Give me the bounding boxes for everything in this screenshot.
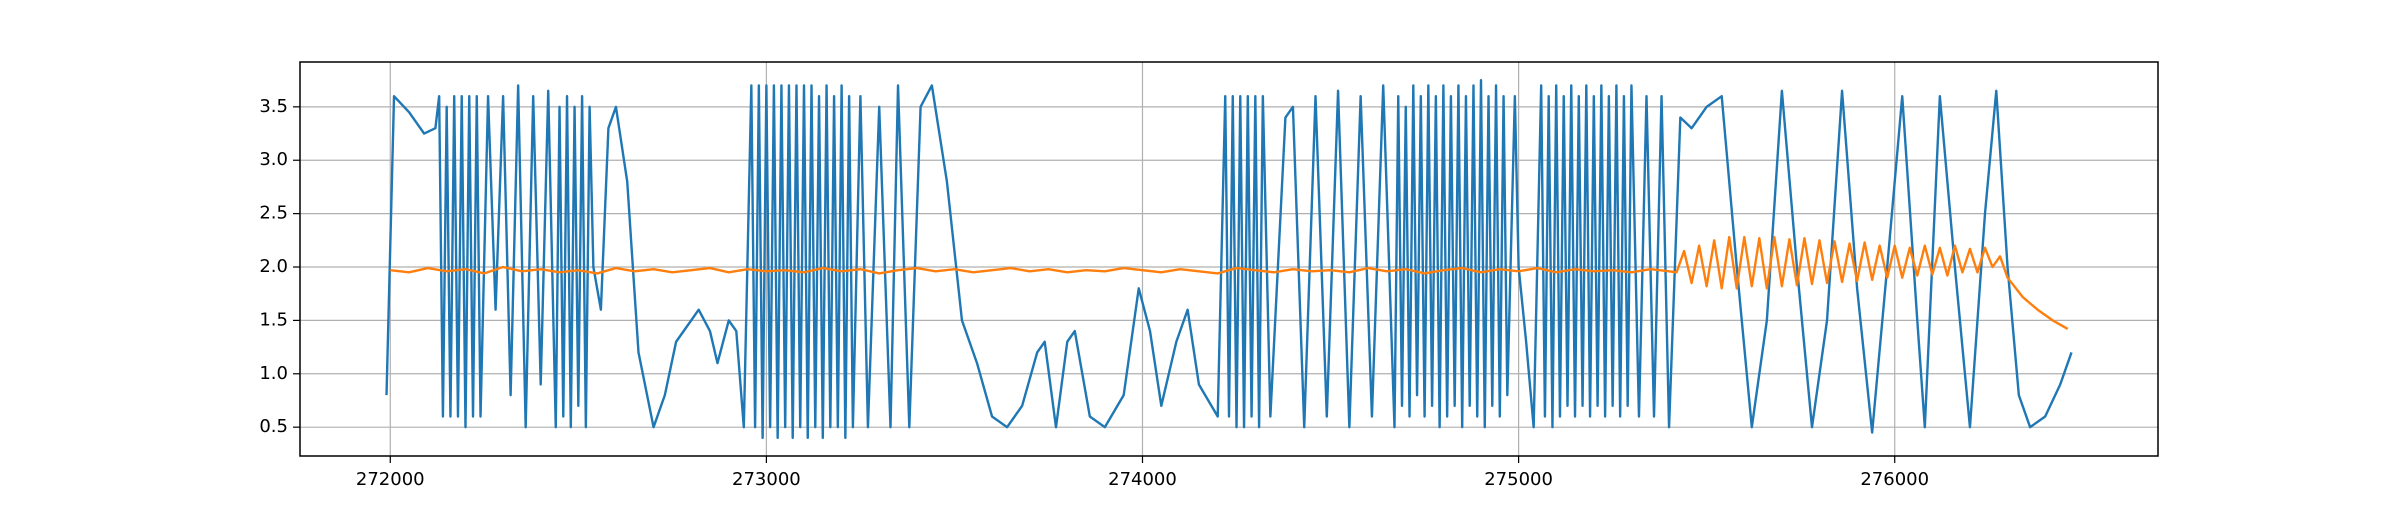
plot-area: 272000 273000 274000 275000 276000 0.5 1.0 1.5 2…: [259, 61, 2159, 490]
x-tick-label: 272000: [356, 469, 425, 490]
y-tick-label: 3.5: [259, 96, 288, 117]
y-tick-label: 0.5: [259, 416, 288, 437]
x-tick-label: 274000: [1108, 469, 1177, 490]
y-tick-label: 1.5: [259, 309, 288, 330]
y-tick-label: 2.0: [259, 256, 288, 277]
x-tick-label: 273000: [732, 469, 801, 490]
x-tick-label: 275000: [1484, 469, 1553, 490]
x-tick-label: 276000: [1860, 469, 1929, 490]
y-tick-label: 1.0: [259, 363, 288, 384]
axes-frame: [299, 61, 2159, 457]
y-tick-label: 3.0: [259, 149, 288, 170]
series-line: [385, 78, 2073, 440]
series-line: [390, 235, 2069, 330]
y-tick-label: 2.5: [259, 203, 288, 224]
